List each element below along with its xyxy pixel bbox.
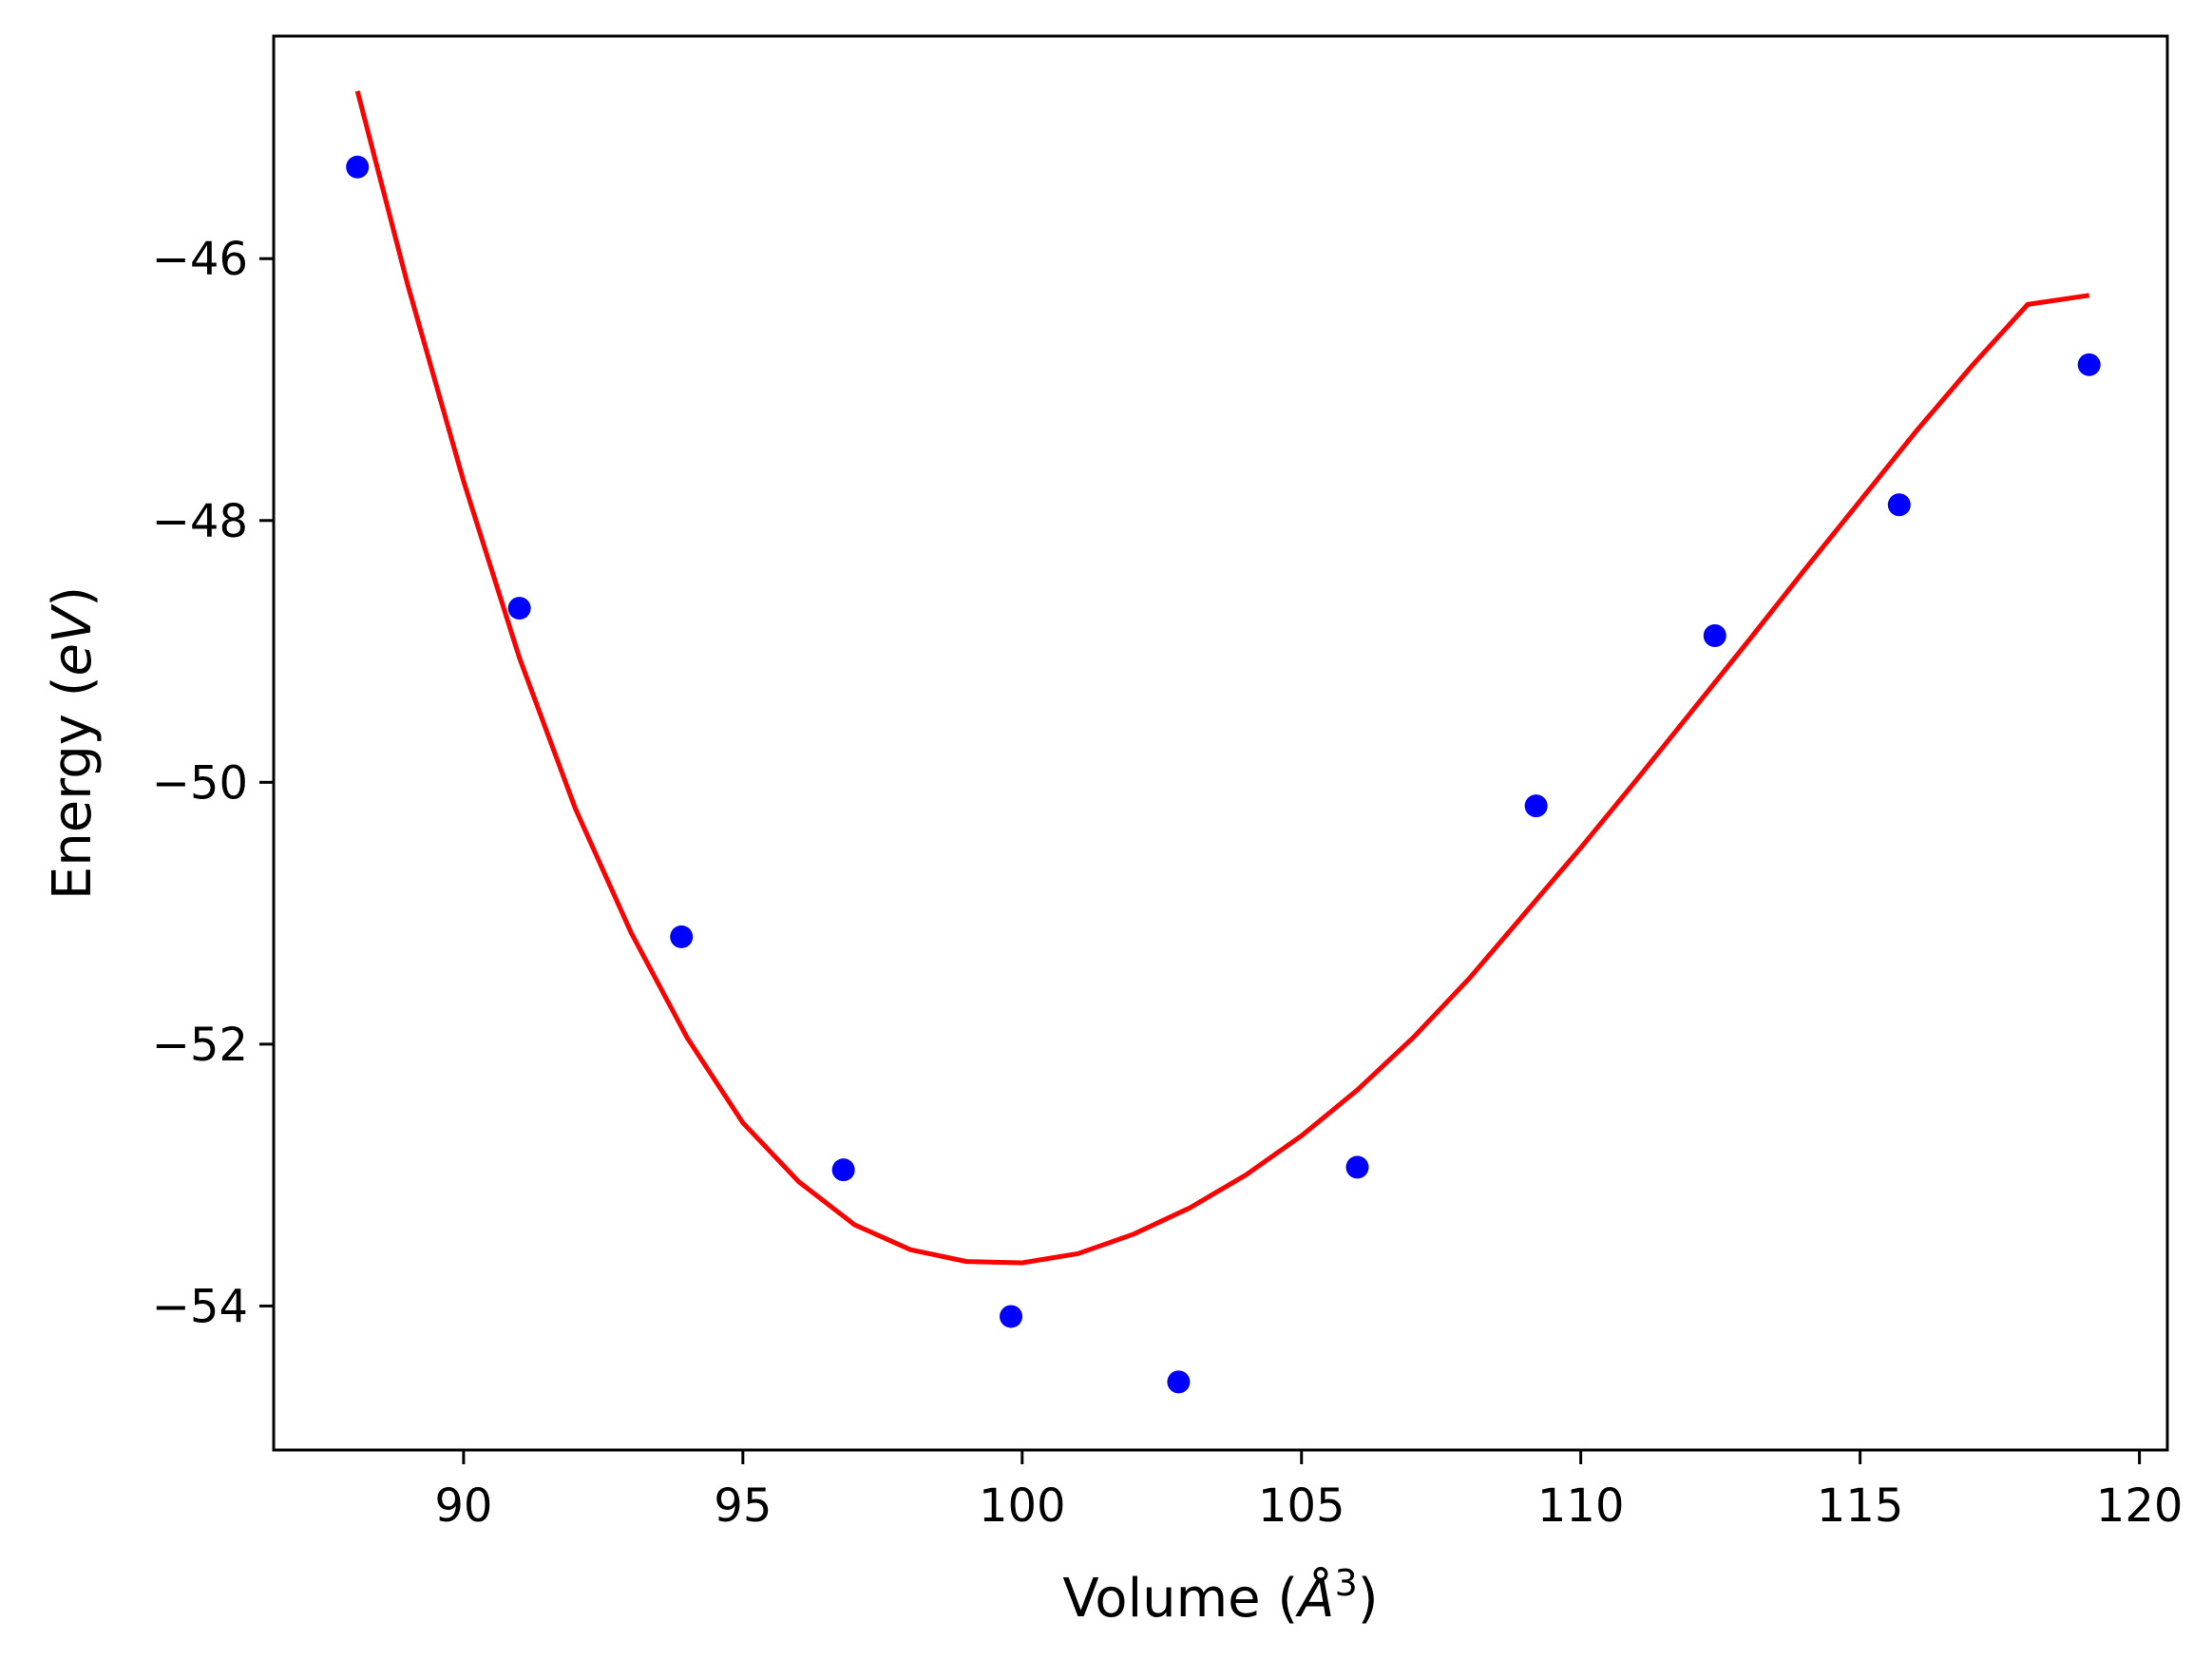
y-axis-ticks: −46 −48 −50 −52 −54 (152, 233, 274, 1333)
data-point (1345, 1155, 1369, 1179)
y-tick-label: −52 (152, 1019, 248, 1072)
y-tick-label: −50 (152, 756, 248, 810)
data-point (346, 155, 370, 179)
x-tick-label: 95 (714, 1479, 772, 1533)
data-point (1703, 624, 1726, 648)
x-tick-label: 90 (434, 1479, 492, 1533)
x-axis-label: Volume (Å3) (1062, 1562, 1378, 1630)
y-tick-label: −54 (152, 1280, 248, 1333)
x-axis-label-text: Volume (1062, 1568, 1260, 1630)
data-points-layer (346, 155, 2101, 1394)
y-tick-label: −46 (152, 233, 248, 286)
plot-frame (272, 34, 2169, 1452)
fit-curve-layer (354, 90, 2090, 1266)
data-point (507, 597, 531, 620)
data-point (831, 1158, 855, 1182)
x-axis-unit-power: 3 (1335, 1562, 1358, 1604)
y-tick-label: −48 (152, 495, 248, 548)
data-point (670, 925, 694, 948)
x-axis-ticks: 90 95 100 105 110 115 120 (434, 1450, 2183, 1533)
data-point (2077, 353, 2101, 376)
x-tick-label: 100 (979, 1479, 1066, 1533)
y-axis-label: Energy (eV) (42, 586, 104, 900)
x-axis-unit-symbol: Å (1295, 1567, 1334, 1630)
x-tick-label: 120 (2096, 1479, 2183, 1533)
x-tick-label: 115 (1817, 1479, 1904, 1533)
data-point (1887, 493, 1911, 517)
data-point (1524, 794, 1548, 818)
data-point (1167, 1370, 1191, 1394)
x-tick-label: 110 (1537, 1479, 1625, 1533)
x-tick-label: 105 (1258, 1479, 1345, 1533)
fit-curve-line (354, 90, 2090, 1266)
y-axis-label-text: Energy (42, 714, 104, 900)
data-point (1000, 1305, 1023, 1328)
y-axis-unit: eV (42, 603, 104, 676)
